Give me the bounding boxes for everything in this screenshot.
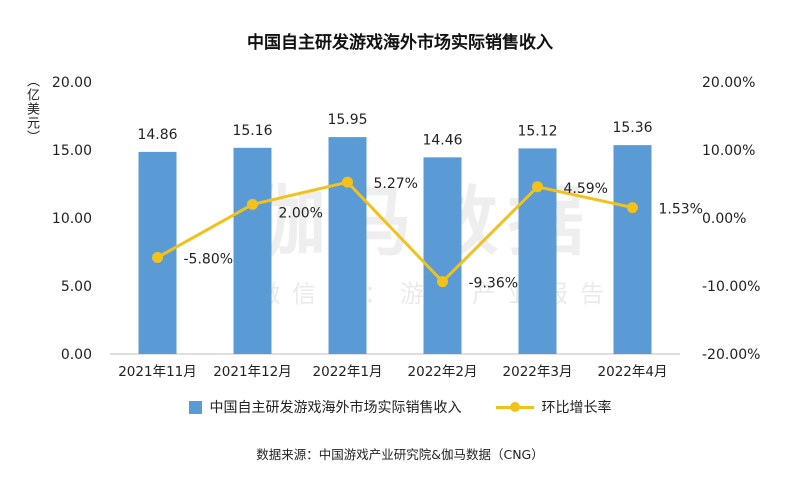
y-right-tick-label: 20.00% (702, 75, 755, 91)
chart-title: 中国自主研发游戏海外市场实际销售收入 (247, 33, 553, 53)
x-tick-label: 2022年1月 (313, 364, 383, 380)
bar-revenue (328, 137, 367, 354)
bar-data-label: 15.12 (517, 123, 557, 139)
legend-label-revenue: 中国自主研发游戏海外市场实际销售收入 (209, 400, 462, 416)
bar-data-label: 15.95 (327, 112, 367, 128)
growth-point (437, 276, 448, 288)
growth-data-label: 5.27% (374, 176, 418, 192)
bar-data-label: 14.86 (137, 127, 177, 143)
growth-point (532, 181, 543, 193)
bar-revenue (423, 157, 462, 354)
growth-point (342, 176, 353, 188)
y-right-tick-label: -10.00% (702, 279, 760, 295)
growth-point (247, 198, 258, 210)
y-left-tick-label: 15.00 (52, 143, 92, 159)
growth-line (156, 180, 633, 284)
bar-data-label: 14.46 (422, 132, 462, 148)
growth-point (152, 251, 163, 263)
y-axis-unit-label: （亿美元） (24, 74, 39, 144)
x-tick-label: 2022年3月 (503, 364, 573, 380)
growth-data-label: 1.53% (659, 202, 703, 218)
bar-revenue (233, 147, 272, 354)
legend-line-swatch (495, 401, 534, 413)
growth-data-label: 4.59% (564, 181, 608, 197)
legend-item-revenue: 中国自主研发游戏海外市场实际销售收入 (188, 397, 462, 417)
growth-data-label: 2.00% (279, 205, 323, 221)
x-tick-label: 2021年11月 (118, 364, 197, 380)
x-tick-label: 2022年2月 (408, 364, 478, 380)
y-left-tick-label: 10.00 (52, 211, 92, 227)
y-left-tick-label: 0.00 (61, 347, 92, 363)
x-tick-label: 2022年4月 (598, 364, 668, 380)
y-left-tick-label: 20.00 (52, 75, 92, 91)
y-right-tick-label: -20.00% (702, 347, 760, 363)
legend-item-growth: 环比增长率 (495, 397, 612, 417)
growth-point (627, 202, 638, 214)
y-left-tick-label: 5.00 (61, 279, 92, 295)
bar-data-label: 15.16 (232, 123, 272, 139)
legend-bar-swatch (188, 400, 202, 414)
legend: 中国自主研发游戏海外市场实际销售收入 环比增长率 (0, 397, 800, 417)
y-right-tick-label: 10.00% (702, 143, 755, 159)
source-note: 数据来源：中国游戏产业研究院&伽马数据（CNG） (256, 447, 544, 462)
x-tick-label: 2021年12月 (213, 364, 292, 380)
growth-data-label: -9.36% (469, 276, 519, 292)
bar-revenue (613, 145, 652, 354)
bar-revenue (518, 148, 557, 354)
legend-label-growth: 环比增长率 (541, 400, 612, 416)
growth-data-label: -5.80% (184, 251, 234, 267)
bar-data-label: 15.36 (612, 120, 652, 136)
y-right-tick-label: 0.00% (702, 211, 746, 227)
